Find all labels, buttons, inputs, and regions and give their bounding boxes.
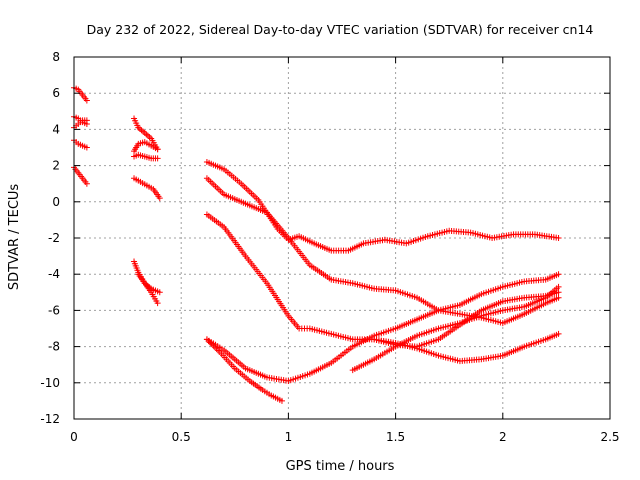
data-point [555,330,562,337]
series-s17 [349,283,562,374]
data-point [83,180,90,187]
series-s8 [131,151,161,162]
data-point [555,283,562,290]
data-point [154,146,161,153]
y-tick-label: 0 [52,195,60,209]
data-point [83,97,90,104]
x-axis-label: GPS time / hours [286,459,395,474]
y-axis-label: SDTVAR / TECUs [7,184,22,291]
data-point [278,397,285,404]
series-s4 [71,137,90,151]
series-s7 [131,139,161,155]
data-point [154,155,161,162]
data-point [154,300,161,307]
y-tick-label: 8 [52,50,60,64]
data-point [555,271,562,278]
x-tick-label: 1 [285,430,293,444]
series-s9 [131,175,163,202]
data-point [83,144,90,151]
data-point [555,294,562,301]
data-point [156,195,163,202]
x-tick-label: 0 [70,430,78,444]
data-point [555,235,562,241]
y-tick-label: -8 [48,340,60,354]
x-tick-label: 2.5 [600,430,619,444]
series-s11 [135,271,163,296]
x-axis: 0 0.5 1 1.5 2 2.5 [70,57,620,444]
series-s10 [131,258,161,307]
x-tick-label: 2 [499,430,507,444]
data-point [555,289,562,296]
y-tick-label: 2 [52,159,60,173]
series-s16 [203,271,562,384]
data-series [71,84,562,404]
x-tick-label: 1.5 [386,430,405,444]
data-point [83,117,90,124]
y-tick-label: -12 [40,412,60,426]
y-tick-label: 4 [52,122,60,136]
series-s12 [203,158,562,254]
data-point [156,289,163,296]
y-tick-label: 6 [52,86,60,100]
series-s18 [371,289,562,350]
y-tick-label: -4 [48,267,60,281]
series-s13 [203,175,562,327]
grid [74,57,610,419]
y-tick-label: -6 [48,303,60,317]
y-tick-label: -10 [40,376,60,390]
x-tick-label: 0.5 [172,430,191,444]
series-s1 [71,84,90,104]
chart-title: Day 232 of 2022, Sidereal Day-to-day VTE… [87,22,594,37]
y-axis: -12 -10 -8 -6 -4 -2 0 2 4 6 8 [40,50,610,426]
y-tick-label: -2 [48,231,60,245]
